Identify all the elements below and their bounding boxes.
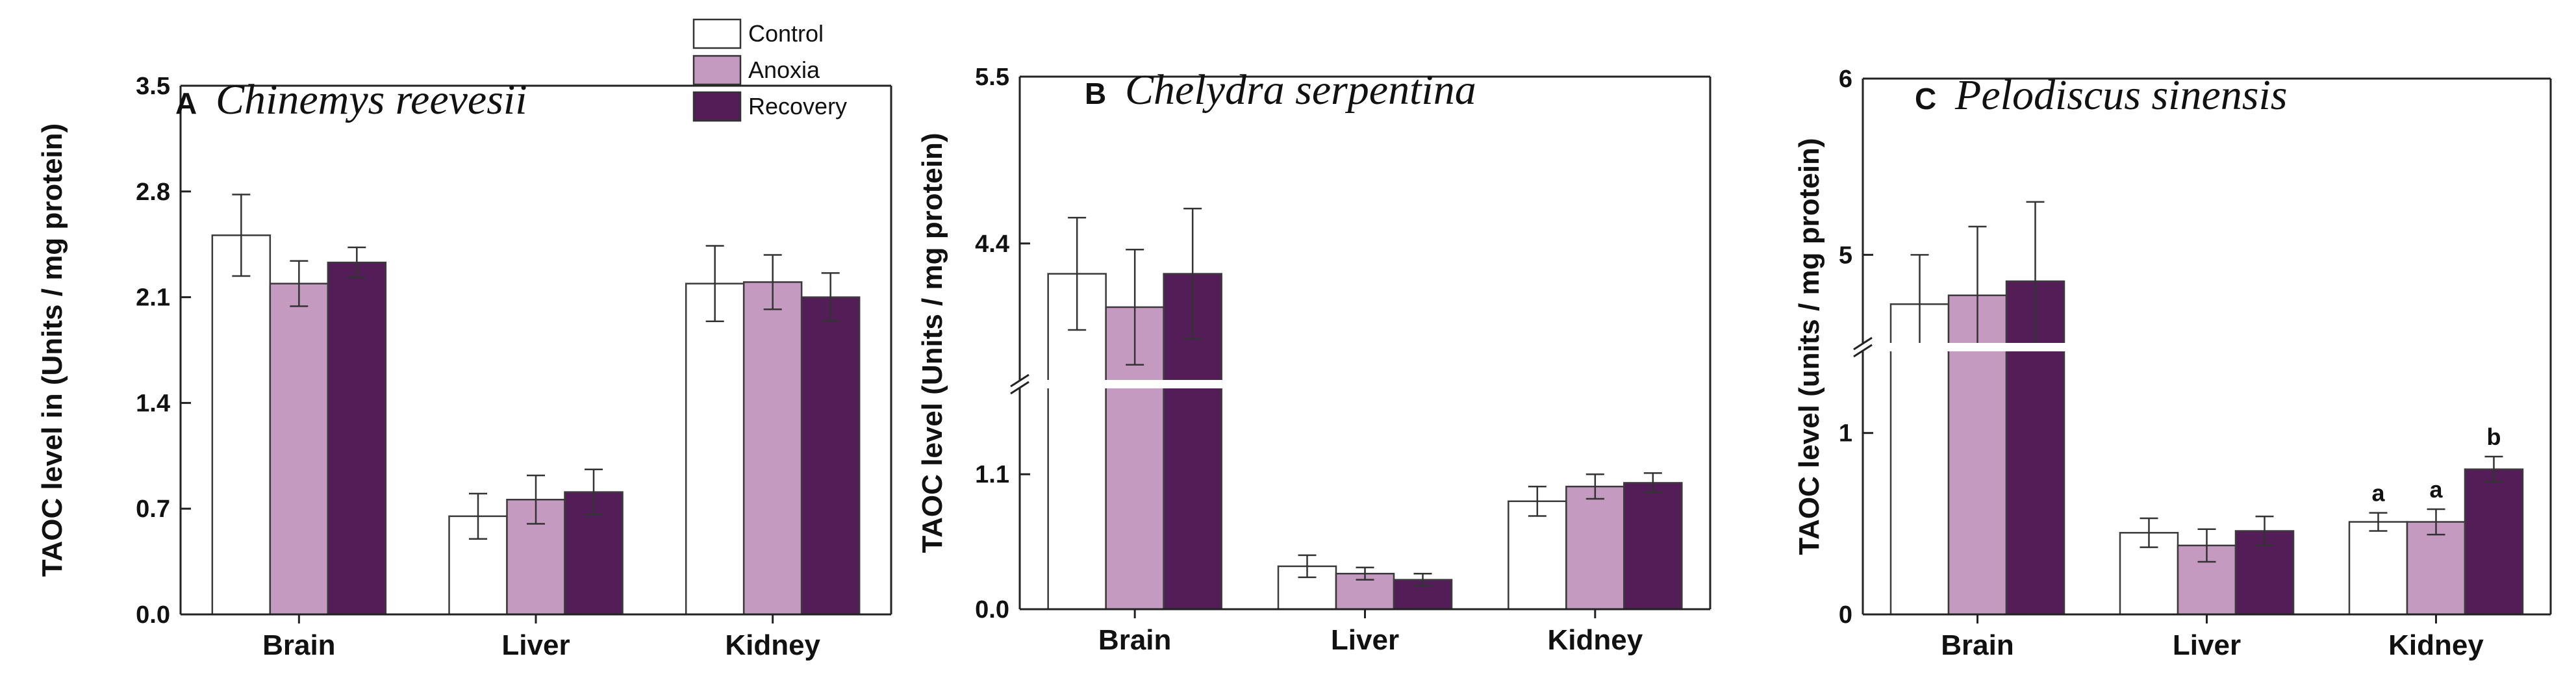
- axis-break-gap: [1018, 380, 1249, 388]
- y-tick-label: 1.1: [975, 461, 1009, 488]
- panel-title: Chelydra serpentina: [1125, 66, 1476, 114]
- x-tick-label-brain: Brain: [262, 629, 335, 661]
- axis-break-mark: [1010, 381, 1029, 395]
- axis-break-mark: [1853, 336, 1873, 351]
- panel-a: 0.0 0.7 1.4 2.1 2.8 3.5 Brain Liver Kidney TAOC l…: [36, 73, 892, 661]
- panel-title: Pelodiscus sinensis: [1954, 71, 2287, 119]
- y-axis-label: TAOC level in (Units / mg protein): [36, 123, 68, 577]
- bar-brain-recovery: [327, 261, 387, 616]
- bar-brain-control: [211, 234, 271, 616]
- y-axis-label: TAOC level (units / mg protein): [1793, 138, 1825, 555]
- x-tick-label-kidney: Kidney: [2388, 629, 2484, 661]
- panel-title: Chinemys reevesii: [216, 76, 527, 123]
- y-tick-label: 0.0: [136, 601, 170, 629]
- axis-break-gap: [1862, 343, 2091, 351]
- legend-label-recovery: Recovery: [748, 93, 847, 120]
- x-tick-label-kidney: Kidney: [1547, 624, 1643, 656]
- x-tick-label-liver: Liver: [1331, 624, 1399, 656]
- y-axis-label: TAOC level (Units / mg protein): [916, 132, 948, 553]
- panel-c: a a b 0 1 5 6 Brain Liver Kidney TAOC level (units…: [1793, 66, 2552, 661]
- bar-brain-anoxia: [269, 283, 329, 616]
- x-tick-label-brain: Brain: [1098, 624, 1171, 656]
- significance-letter: b: [2487, 423, 2501, 450]
- bar-kidney-anoxia: [1565, 485, 1625, 611]
- panel-letter: A: [175, 86, 197, 120]
- bar-kidney-control: [685, 283, 745, 616]
- bar-kidney-recovery: [1623, 482, 1683, 611]
- significance-letter: a: [2429, 476, 2443, 503]
- significance-letter: a: [2371, 480, 2385, 507]
- axis-break-mark: [1010, 373, 1029, 388]
- y-tick-label: 5: [1839, 242, 1852, 269]
- legend-swatch-anoxia: [692, 55, 742, 86]
- bar-kidney-anoxia: [2406, 521, 2466, 616]
- legend-label-control: Control: [748, 20, 824, 47]
- y-tick-label: 1.4: [136, 390, 170, 417]
- panel-b: 0.0 1.1 4.4 5.5 Brain Liver Kidney TAOC level (…: [916, 64, 1711, 656]
- legend-swatch-control: [692, 18, 742, 49]
- legend: Control Anoxia Recovery: [692, 18, 847, 122]
- y-tick-label: 6: [1839, 66, 1852, 93]
- y-tick-label: 5.5: [975, 64, 1009, 91]
- bar-kidney-recovery: [2464, 468, 2524, 616]
- y-tick-label: 3.5: [136, 73, 170, 100]
- y-tick-label: 0.0: [975, 596, 1009, 623]
- x-tick-label-liver: Liver: [2173, 629, 2241, 661]
- y-tick-label: 2.1: [136, 284, 170, 312]
- y-tick-label: 4.4: [975, 231, 1009, 258]
- panel-letter: B: [1085, 77, 1106, 110]
- panel-letter: C: [1915, 82, 1936, 116]
- legend-swatch-recovery: [692, 91, 742, 122]
- x-tick-label-kidney: Kidney: [725, 629, 820, 661]
- bar-kidney-control: [1508, 500, 1567, 611]
- y-tick-label: 0.7: [136, 496, 170, 523]
- y-tick-label: 1: [1839, 420, 1852, 447]
- bar-kidney-control: [2348, 521, 2408, 616]
- y-tick-label: 0: [1839, 601, 1852, 629]
- bar-kidney-recovery: [800, 296, 861, 616]
- bar-kidney-anoxia: [742, 281, 803, 616]
- axis-break-mark: [1853, 344, 1873, 358]
- legend-label-anoxia: Anoxia: [748, 57, 820, 83]
- x-tick-label-brain: Brain: [1941, 629, 2014, 661]
- x-tick-label-liver: Liver: [501, 629, 570, 661]
- y-tick-label: 2.8: [136, 179, 170, 206]
